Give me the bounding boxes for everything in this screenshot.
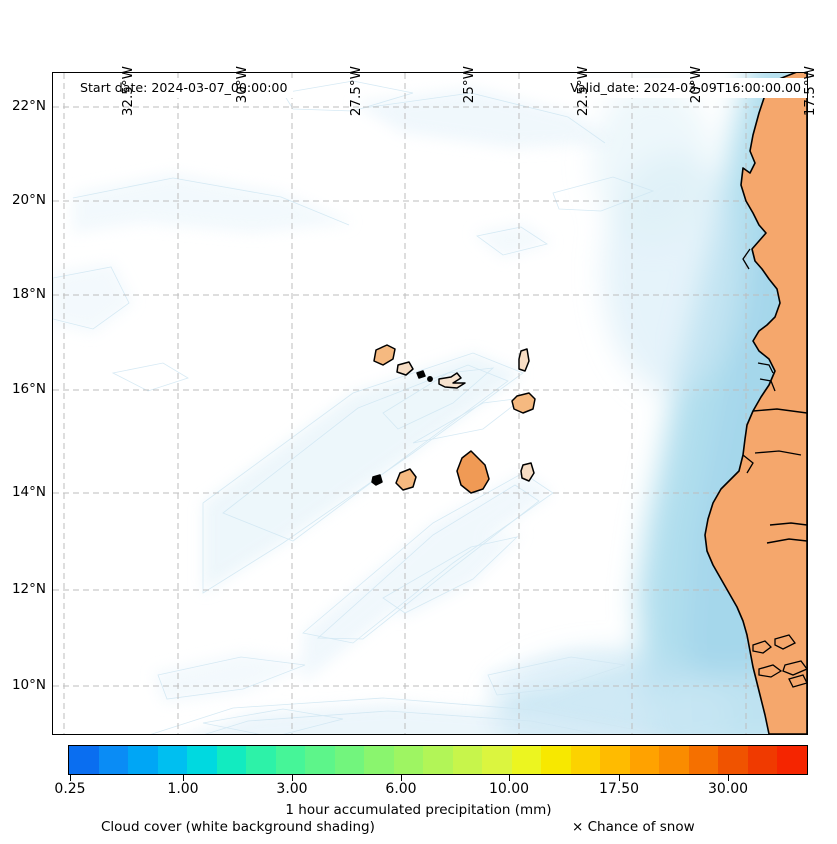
colorbar-swatch <box>659 746 689 774</box>
colorbar-tick <box>292 775 293 781</box>
colorbar-swatch <box>541 746 571 774</box>
africa-landmass <box>704 73 807 734</box>
colorbar-swatch <box>334 746 365 774</box>
colorbar-swatch <box>128 746 158 774</box>
colorbar-tick <box>70 775 71 781</box>
colorbar-swatch <box>688 746 719 774</box>
lon-tick-label: 22.5°W <box>575 66 591 117</box>
lon-tick-label: 30°W <box>234 66 250 104</box>
precipitation-colorbar[interactable] <box>68 745 808 775</box>
colorbar-swatch <box>777 746 807 774</box>
snow-legend: × Chance of snow <box>572 819 695 835</box>
lat-tick-label: 22°N <box>11 98 46 114</box>
lat-tick-label: 16°N <box>11 381 46 397</box>
colorbar-swatch <box>718 746 748 774</box>
colorbar-swatch <box>511 746 542 774</box>
legend-row: Cloud cover (white background shading) ×… <box>0 819 837 839</box>
map-plot-area[interactable] <box>52 72 808 735</box>
colorbar-tick-label: 0.25 <box>54 781 86 797</box>
colorbar-tick-label: 10.00 <box>488 781 530 797</box>
lat-tick-label: 20°N <box>11 192 46 208</box>
lon-tick-label: 32.5°W <box>120 66 136 117</box>
colorbar-tick-label: 30.00 <box>707 781 749 797</box>
cloud-cover-legend: Cloud cover (white background shading) <box>101 819 375 835</box>
colorbar-swatch <box>69 746 99 774</box>
colorbar-tick <box>183 775 184 781</box>
colorbar-title: 1 hour accumulated precipitation (mm) <box>285 802 552 818</box>
colorbar-tick <box>509 775 510 781</box>
colorbar-swatch <box>629 746 660 774</box>
colorbar-tick <box>619 775 620 781</box>
colorbar-swatch <box>187 746 217 774</box>
lat-tick-label: 14°N <box>11 484 46 500</box>
lon-tick-label: 27.5°W <box>348 66 364 117</box>
snow-legend-label: Chance of snow <box>587 819 695 835</box>
colorbar-swatch <box>246 746 276 774</box>
colorbar-swatch <box>305 746 335 774</box>
colorbar-tick-label: 17.50 <box>598 781 640 797</box>
colorbar-swatch <box>275 746 306 774</box>
colorbar-tick <box>401 775 402 781</box>
lat-tick-label: 12°N <box>11 581 46 597</box>
colorbar-swatch <box>423 746 453 774</box>
colorbar-swatch <box>98 746 129 774</box>
colorbar-tick-label: 3.00 <box>276 781 308 797</box>
lat-tick-label: 10°N <box>11 677 46 693</box>
colorbar-tick-label: 1.00 <box>167 781 199 797</box>
colorbar-swatch <box>452 746 483 774</box>
colorbar-swatch <box>747 746 778 774</box>
lon-tick-label: 17.5°W <box>802 66 818 117</box>
start-date-annotation: Start date: 2024-03-07_00:00:00 <box>74 78 294 98</box>
valid-date-annotation: Valid_date: 2024-03-09T16:00:00.00 <box>564 78 807 98</box>
colorbar-swatch <box>216 746 247 774</box>
cloud-contours <box>53 80 660 734</box>
colorbar-swatch <box>364 746 394 774</box>
lon-tick-label: 20°W <box>688 66 704 104</box>
colorbar-swatch <box>600 746 630 774</box>
lon-tick-label: 25°W <box>461 66 477 104</box>
colorbar-tick-label: 6.00 <box>385 781 417 797</box>
map-canvas <box>53 73 807 734</box>
colorbar-swatch <box>570 746 601 774</box>
colorbar-swatch <box>393 746 424 774</box>
colorbar-swatch <box>482 746 512 774</box>
colorbar-swatch <box>157 746 188 774</box>
lat-tick-label: 18°N <box>11 286 46 302</box>
cloud-streaks <box>53 88 651 734</box>
snow-marker-icon: × <box>572 819 584 835</box>
cape-verde-islands <box>371 344 536 494</box>
colorbar-tick <box>728 775 729 781</box>
